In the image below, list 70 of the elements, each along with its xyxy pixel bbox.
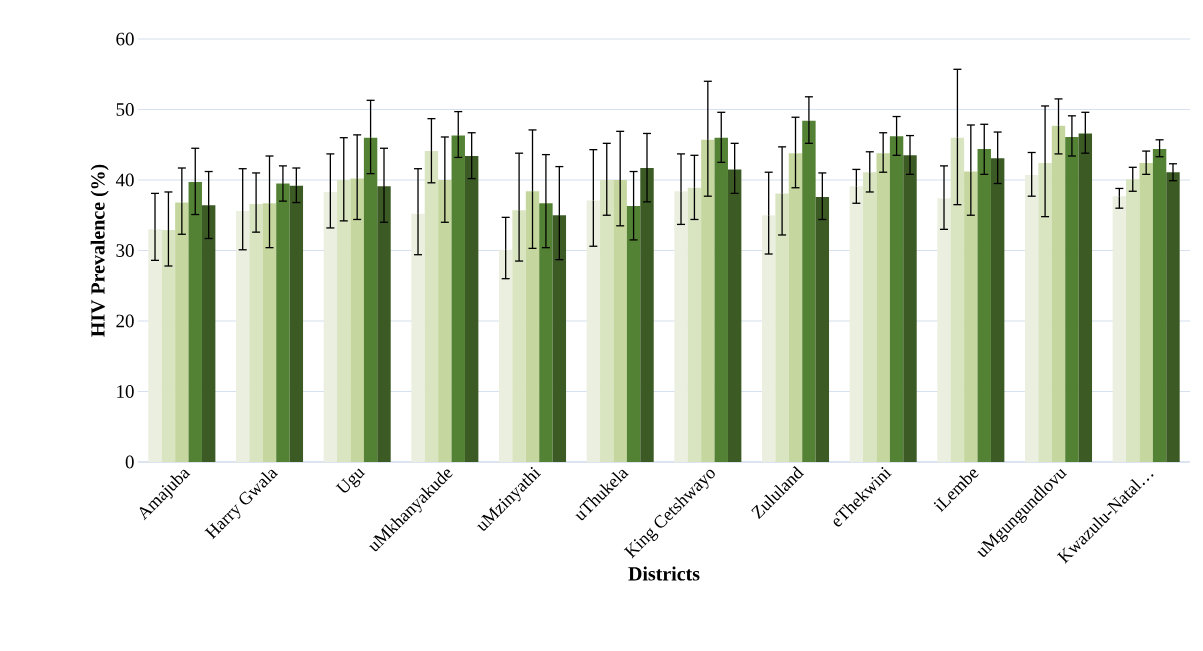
bar (148, 229, 162, 462)
bar (350, 178, 364, 462)
bar (1038, 163, 1052, 462)
bar (674, 191, 688, 462)
bar (235, 211, 250, 462)
bar (863, 172, 877, 462)
bar (512, 210, 526, 462)
bar (1166, 172, 1180, 462)
bar (687, 187, 702, 462)
bar (889, 136, 904, 462)
bar (289, 185, 304, 462)
bar (788, 153, 803, 462)
bar (323, 191, 338, 462)
y-tick-label: 60 (116, 32, 134, 46)
bar (1065, 136, 1079, 462)
bar (937, 198, 951, 462)
bar (1024, 175, 1039, 462)
y-tick-label: 0 (125, 455, 134, 469)
bar (377, 186, 391, 462)
bar (701, 139, 715, 462)
bar (175, 202, 189, 462)
bar (424, 151, 439, 462)
bar (1112, 196, 1127, 462)
bar (977, 148, 991, 462)
bar (337, 179, 351, 462)
bar (950, 137, 965, 462)
bar (498, 249, 513, 462)
bar (525, 191, 540, 462)
y-tick-label: 20 (116, 314, 134, 328)
bar (451, 135, 465, 462)
bar (626, 206, 641, 462)
y-tick-label: 40 (115, 173, 134, 187)
y-tick-label: 10 (117, 385, 134, 398)
bar (714, 137, 728, 462)
bar (802, 120, 816, 462)
bar (161, 230, 176, 462)
bar (775, 193, 789, 462)
bar (964, 171, 978, 462)
bar (1152, 148, 1167, 462)
x-tick-label: Ugu (335, 468, 366, 493)
bar (876, 153, 890, 462)
bar (411, 213, 425, 462)
bar (539, 203, 553, 462)
bar (727, 169, 742, 462)
bar (586, 200, 601, 462)
bar (903, 155, 917, 462)
bar (276, 183, 290, 462)
y-tick-label: 50 (116, 103, 134, 116)
y-tick-label: 30 (116, 244, 134, 257)
bar (464, 156, 479, 462)
bar (262, 203, 277, 462)
y-axis-title: HIV Prevalence (%) (90, 164, 109, 337)
bar (640, 168, 654, 462)
bar (600, 179, 614, 462)
bar (1078, 133, 1093, 462)
bar (249, 203, 263, 462)
bar (761, 215, 776, 462)
bar (613, 179, 627, 462)
bar (1051, 125, 1066, 462)
bar (438, 179, 452, 462)
bar (188, 182, 202, 462)
bar (815, 196, 830, 462)
bar (201, 205, 216, 462)
bar (1139, 163, 1153, 462)
bar (1126, 179, 1140, 462)
bar (363, 137, 378, 462)
x-axis-title: Districts (628, 566, 700, 581)
bar (552, 215, 567, 462)
bar (990, 158, 1005, 462)
bar (849, 186, 864, 462)
